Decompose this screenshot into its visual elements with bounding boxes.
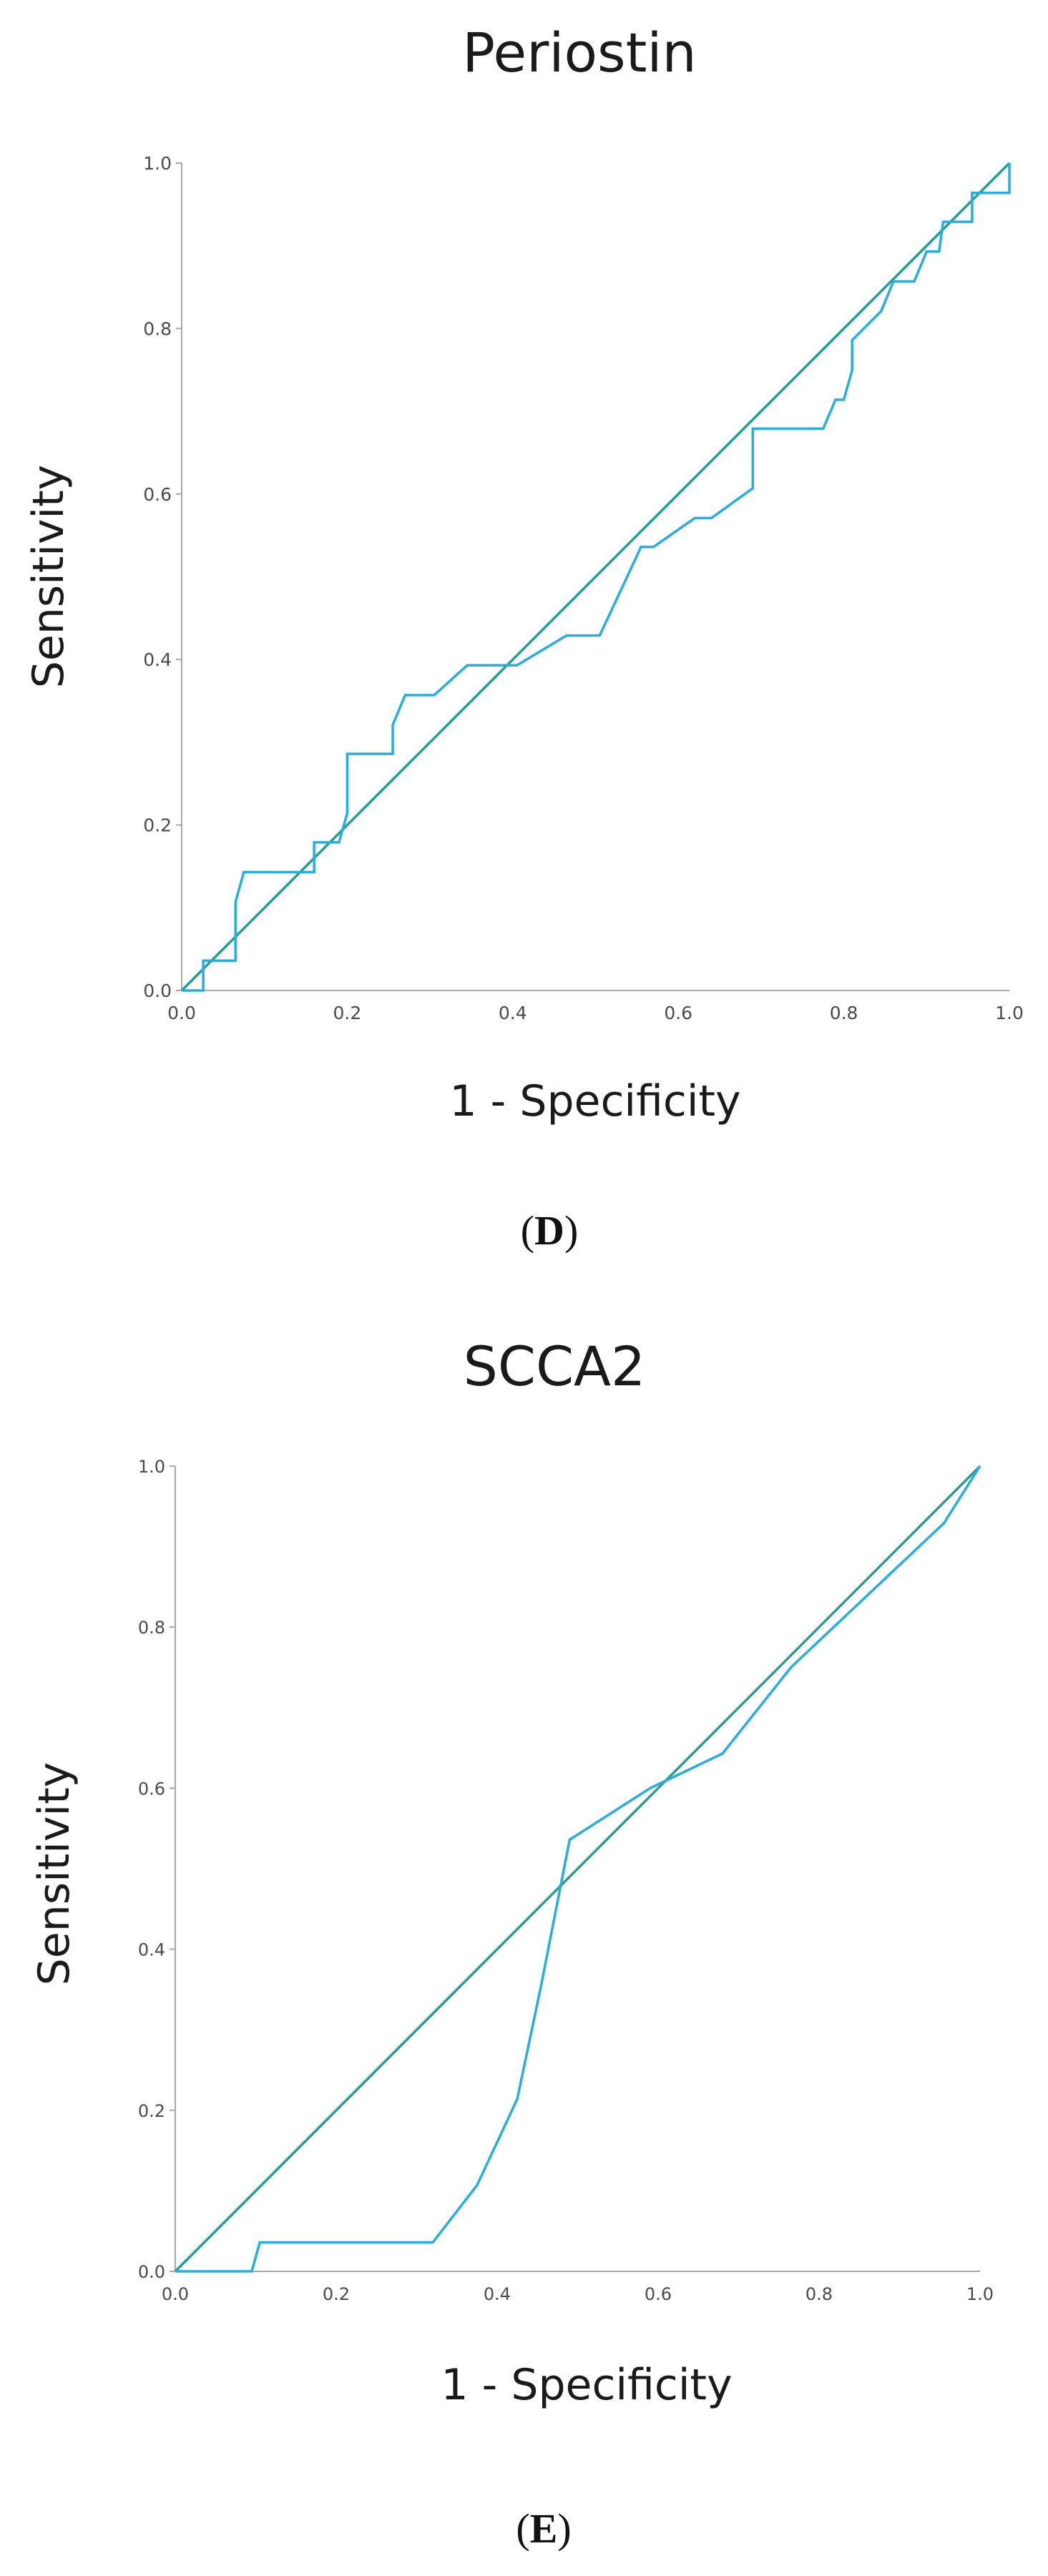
x-tick-label: 1.0 — [966, 2284, 994, 2304]
y-tick-label: 0.0 — [143, 980, 172, 1001]
panel-letter: E — [530, 2505, 558, 2552]
x-tick-label: 0.0 — [167, 1003, 196, 1023]
y-tick-label: 0.4 — [143, 649, 172, 670]
y-tick-label: 0.0 — [138, 2262, 165, 2282]
chart-title: Periostin — [462, 21, 696, 84]
x-tick-label: 0.2 — [323, 2284, 350, 2304]
periostin-roc-chart: Periostin 0.0 0.2 0.4 0.6 0.8 1.0 0.0 0.2 0.4 0.6… — [24, 21, 1024, 1254]
y-axis-label: Sensitivity — [24, 465, 74, 688]
roc-curve-line — [182, 163, 1011, 992]
x-tick-label: 0.6 — [645, 2284, 672, 2304]
y-tick-label: 0.2 — [143, 815, 172, 836]
chart-title: SCCA2 — [464, 1334, 646, 1398]
y-tick-label: 0.8 — [143, 318, 172, 339]
y-axis-label: Sensitivity — [29, 1762, 79, 1985]
y-tick-label: 0.4 — [138, 1940, 165, 1960]
panel-label-close: ) — [557, 2505, 571, 2552]
y-tick-label: 1.0 — [143, 153, 172, 174]
x-tick-label: 0.6 — [664, 1003, 692, 1023]
y-tick-label: 0.2 — [138, 2101, 165, 2121]
panel-label: (E) — [516, 2505, 571, 2552]
x-tick-label: 0.8 — [830, 1003, 858, 1023]
panel-label-close: ) — [564, 1207, 578, 1254]
scca2-roc-chart: SCCA2 0.0 0.2 0.4 0.6 0.8 1.0 0.0 0.2 0.4 0.6 0.8 1… — [29, 1334, 994, 2552]
x-tick-label: 0.8 — [805, 2284, 833, 2304]
panel-label: (D) — [521, 1207, 579, 1254]
x-tick-label: 0.4 — [484, 2284, 511, 2304]
panel-label-open: ( — [516, 2505, 529, 2552]
roc-curve-line — [175, 1465, 981, 2273]
x-axis-label: 1 - Specificity — [441, 2360, 732, 2410]
y-tick-label: 1.0 — [138, 1457, 165, 1477]
y-tick-label: 0.8 — [138, 1618, 165, 1638]
tick-group: 0.0 0.2 0.4 0.6 0.8 1.0 0.0 0.2 0.4 0.6 0.8 1.0 — [143, 153, 1024, 1023]
reference-diagonal-line — [180, 162, 1011, 992]
panel-letter: D — [534, 1207, 564, 1254]
x-tick-label: 0.0 — [162, 2284, 189, 2304]
tick-group: 0.0 0.2 0.4 0.6 0.8 1.0 0.0 0.2 0.4 0.6 0.8 1.0 — [138, 1457, 994, 2304]
x-axis-label: 1 - Specificity — [449, 1076, 740, 1126]
reference-diagonal-line — [174, 1465, 981, 2273]
x-tick-label: 0.4 — [499, 1003, 527, 1023]
panel-label-open: ( — [521, 1207, 534, 1254]
y-tick-label: 0.6 — [143, 484, 172, 505]
x-tick-label: 1.0 — [995, 1003, 1024, 1023]
x-tick-label: 0.2 — [333, 1003, 362, 1023]
y-tick-label: 0.6 — [138, 1779, 165, 1799]
